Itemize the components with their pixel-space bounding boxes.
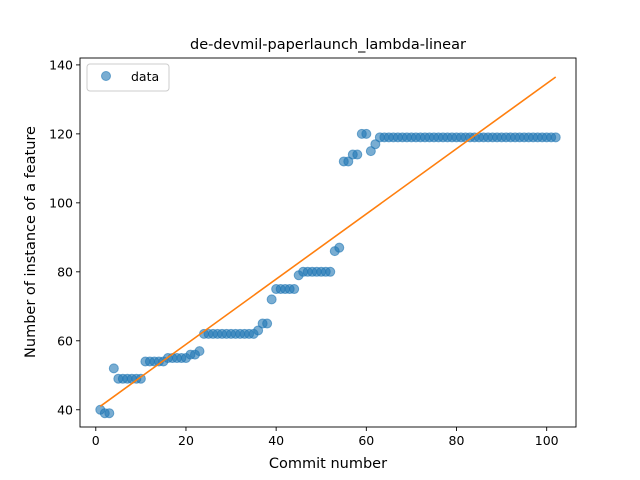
data-point	[334, 242, 345, 253]
data-point	[550, 132, 561, 143]
legend-marker-data	[101, 71, 111, 81]
data-point	[365, 146, 376, 157]
axes: 0 20 40 60 80 100 40 60 80 100 120 140	[49, 57, 577, 448]
data-point	[289, 284, 300, 295]
chart-title: de-devmil-paperlaunch_lambda-linear	[190, 37, 466, 53]
x-tick-label: 100	[535, 433, 559, 448]
data-point	[135, 373, 146, 384]
x-tick-label: 40	[268, 433, 284, 448]
data-point	[104, 408, 115, 419]
y-tick-label: 120	[49, 126, 73, 141]
y-axis-title: Number of instance of a feature	[23, 126, 39, 358]
data-point	[370, 139, 381, 150]
legend-frame	[86, 63, 170, 92]
x-axis-title: Commit number	[269, 456, 387, 472]
y-tick-label: 60	[57, 333, 73, 348]
plot-frame	[79, 57, 577, 428]
data-point	[343, 156, 354, 167]
data-point	[262, 318, 273, 329]
data-point	[352, 149, 363, 160]
data-point	[108, 363, 119, 374]
plot-area	[95, 76, 561, 419]
x-tick-label: 80	[449, 433, 465, 448]
y-tick-label: 80	[57, 264, 73, 279]
y-tick-label: 40	[57, 402, 73, 417]
data-point	[361, 128, 372, 139]
x-tick-label: 60	[358, 433, 374, 448]
x-tick-label: 0	[92, 433, 100, 448]
legend-label-data: data	[131, 69, 159, 84]
data-point	[266, 294, 277, 305]
data-point	[194, 346, 205, 357]
data-point	[253, 325, 264, 336]
fit-line	[99, 76, 557, 407]
x-tick-label: 20	[178, 433, 194, 448]
y-tick-label: 140	[49, 57, 73, 72]
y-tick-label: 100	[49, 195, 73, 210]
legend: data	[86, 63, 170, 92]
data-point	[325, 266, 336, 277]
